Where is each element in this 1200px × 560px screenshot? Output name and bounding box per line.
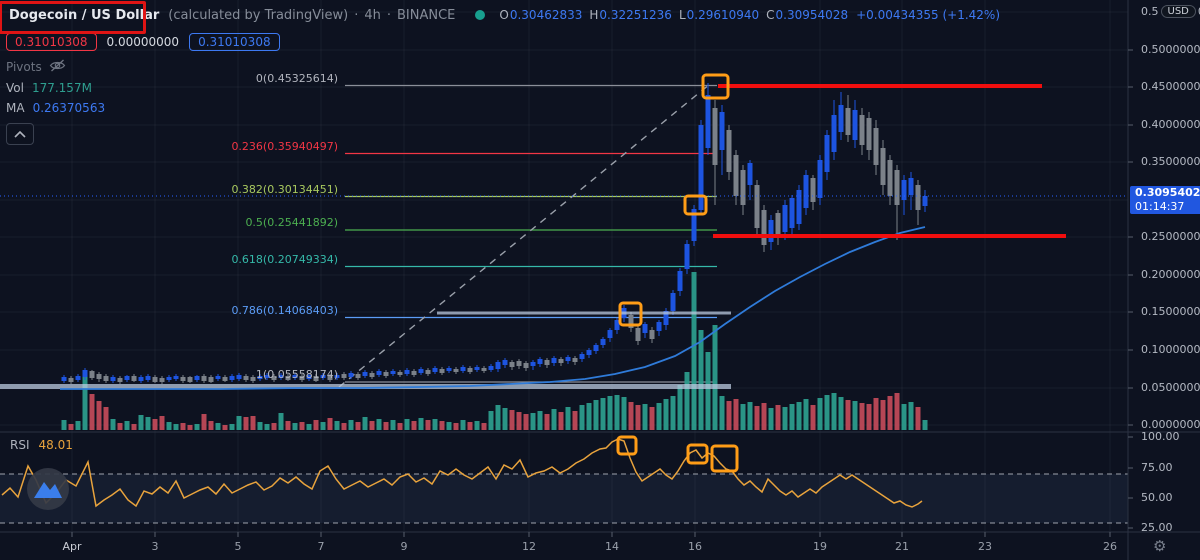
rsi-label[interactable]: RSI xyxy=(10,438,30,452)
visibility-off-icon[interactable] xyxy=(49,59,66,75)
pivots-row: Pivots xyxy=(6,59,1000,75)
legend-collapse-button[interactable] xyxy=(6,123,34,145)
ohlc-item: O0.30462833 xyxy=(499,8,583,22)
symbol-row: Dogecoin / US Dollar (calculated by Trad… xyxy=(6,4,1000,26)
volume-value: 177.157M xyxy=(31,81,92,95)
price-axis-top-label: 0.5 USD 00 xyxy=(1141,5,1200,18)
ohlc-values: O0.30462833 H0.32251236 L0.29610940 C0.3095… xyxy=(499,8,1000,22)
fib-level-label[interactable]: 0.5(0.25441892) xyxy=(245,216,338,229)
time-axis-label: 14 xyxy=(605,540,619,553)
time-axis-label: 5 xyxy=(234,540,242,553)
ohlc-item: C0.30954028 xyxy=(766,8,849,22)
ma-row: MA 0.26370563 xyxy=(6,101,1000,115)
exchange-label: BINANCE xyxy=(397,7,456,23)
value-box-blue: 0.31010308 xyxy=(189,33,280,51)
time-axis-label: 12 xyxy=(522,540,536,553)
currency-badge[interactable]: USD xyxy=(1160,5,1196,18)
current-price-badge: 0.30954028 01:14:37 xyxy=(1130,186,1200,214)
volume-row: Vol 177.157M xyxy=(6,81,1000,95)
ohlc-item: L0.29610940 xyxy=(678,8,760,22)
fib-level-label[interactable]: 0.786(0.14068403) xyxy=(231,303,338,317)
ohlc-item: H0.32251236 xyxy=(589,8,672,22)
rsi-axis-label: 50.00 xyxy=(1141,491,1173,504)
fib-level-label[interactable]: 0.382(0.30134451) xyxy=(231,182,338,196)
separator-dot: · xyxy=(386,7,391,23)
rsi-axis-label: 100.00 xyxy=(1141,430,1180,443)
time-axis-label: Apr xyxy=(62,540,82,553)
time-axis-label: 16 xyxy=(688,540,702,553)
market-open-icon xyxy=(475,10,486,20)
time-axis-label: 3 xyxy=(151,540,159,553)
settings-gear-icon[interactable]: ⚙ xyxy=(1153,537,1167,555)
time-axis-label: 21 xyxy=(895,540,909,553)
value-box-plain: 0.00000000 xyxy=(106,35,180,49)
rsi-axis-label: 75.00 xyxy=(1141,461,1173,474)
time-axis-label: 26 xyxy=(1103,540,1117,553)
indicator-values-row: 0.31010308 0.00000000 0.31010308 xyxy=(6,33,1000,51)
axis-top-text: 0.5 xyxy=(1141,5,1159,18)
fib-level-label[interactable]: 0.236(0.35940497) xyxy=(231,139,338,153)
rsi-legend: RSI 48.01 xyxy=(10,438,73,452)
time-axis-label: 23 xyxy=(978,540,992,553)
symbol-subtitle: (calculated by TradingView) xyxy=(168,7,349,23)
axis-top-text: 00 xyxy=(1198,5,1200,18)
price-axis-label: 0.00000000 xyxy=(1141,418,1200,431)
separator-dot: · xyxy=(354,7,359,23)
change-value: +0.00434355 (+1.42%) xyxy=(856,8,1001,22)
interval-label[interactable]: 4h xyxy=(364,7,381,23)
value-box-red: 0.31010308 xyxy=(6,33,97,51)
rsi-axis-label: 25.00 xyxy=(1141,521,1173,534)
ma-label: MA xyxy=(6,101,25,115)
fib-level-label[interactable]: 0(0.45325614) xyxy=(255,71,338,85)
time-axis-label: 9 xyxy=(400,540,408,553)
rsi-value: 48.01 xyxy=(38,438,73,452)
pivots-label[interactable]: Pivots xyxy=(6,60,42,74)
fib-level-label[interactable]: 1(0.05558174) xyxy=(255,368,338,381)
volume-label: Vol xyxy=(6,81,24,95)
symbol-title[interactable]: Dogecoin / US Dollar xyxy=(9,7,160,23)
fib-level-label[interactable]: 0.618(0.20749334) xyxy=(231,252,338,266)
time-axis-label: 7 xyxy=(317,540,325,553)
bar-countdown: 01:14:37 xyxy=(1135,200,1185,213)
ma-value: 0.26370563 xyxy=(32,101,106,115)
current-price: 0.30954028 xyxy=(1135,186,1200,199)
chart-legend: Dogecoin / US Dollar (calculated by Trad… xyxy=(6,4,1000,145)
time-axis-label: 19 xyxy=(813,540,827,553)
